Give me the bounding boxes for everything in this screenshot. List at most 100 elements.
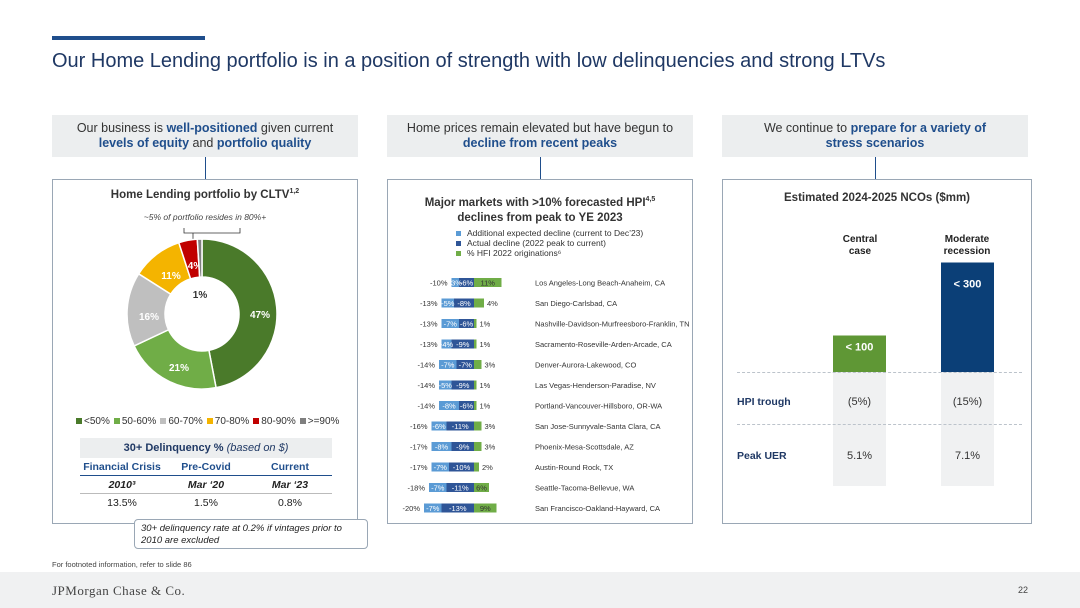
bar-total-label: -13% (420, 320, 438, 329)
header-stress: We continue to prepare for a variety of … (722, 115, 1028, 179)
donut-slice (201, 238, 278, 389)
bar-actual (451, 339, 474, 349)
markets-bar-chart: -10% -3%-6% 11% Los Angeles-Long Beach-Anah… (402, 278, 690, 513)
header-connector (875, 157, 876, 179)
header-text: We continue to (763, 121, 851, 135)
bar-actual (459, 278, 474, 287)
page-title: Our Home Lending portfolio is in a posit… (52, 50, 886, 72)
bar-additional-label: -8% (442, 402, 456, 411)
legend-label: 70-80% (214, 416, 250, 427)
delinquency-date: 2010³ (80, 476, 164, 494)
header-bold: portfolio quality (216, 136, 312, 150)
bar-additional (424, 503, 442, 513)
header-home-prices: Home prices remain elevated but have beg… (387, 115, 693, 179)
ncos-title: Estimated 2024-2025 NCOs ($mm) (784, 192, 970, 204)
legend-swatch (456, 231, 461, 237)
bar-actual-label: -8% (457, 299, 471, 308)
header-portfolio: Our business is well-positioned given cu… (52, 115, 358, 179)
bar-additional (429, 483, 447, 492)
bar-actual (446, 421, 474, 431)
legend-swatch (113, 417, 120, 424)
nco-bar-label: < 100 (846, 342, 874, 354)
markets-title-sup: 4,5 (645, 196, 656, 203)
bar-additional-label: -7% (441, 361, 455, 370)
bar-actual-label: -9% (456, 443, 470, 452)
bar-total-label: -13% (420, 299, 438, 308)
hpi-recession: (15%) (952, 396, 983, 408)
bar-additional-label: -7% (426, 504, 440, 513)
header-text: given current (257, 121, 334, 135)
bar-hfi-label: 2% (482, 463, 493, 472)
delinquency-value: 0.8% (278, 497, 302, 509)
legend-label: >=90% (307, 416, 340, 427)
bar-actual-label: -10% (453, 463, 471, 472)
bar-total-label: -14% (417, 402, 435, 411)
bar-total-label: -18% (407, 484, 425, 493)
delinquency-value: 1.5% (194, 497, 218, 509)
bar-hfi (474, 278, 502, 287)
legend-item: % HFI 2022 originations⁶ (456, 248, 643, 258)
ncos-bar-chart: < 100 < 300 (833, 262, 994, 372)
bar-additional (451, 278, 459, 287)
row-divider (737, 424, 1022, 425)
market-name: Denver-Aurora-Lakewood, CO (535, 361, 636, 370)
bar-additional (441, 319, 459, 328)
panel-markets (387, 179, 693, 524)
bar-actual-label: -11% (452, 484, 469, 493)
legend-swatch (456, 251, 461, 257)
bar-additional-label: -5% (439, 381, 453, 390)
bar-actual-label: -6% (460, 320, 474, 329)
header-bold: decline from recent peaks (462, 136, 618, 150)
bar-actual-label: -6% (460, 402, 474, 411)
bar-actual-label: -9% (456, 381, 470, 390)
delinquency-value: 13.5% (107, 497, 137, 509)
title-accent-line (52, 36, 205, 40)
legend-swatch (253, 417, 260, 424)
header-bold: prepare for a variety of (850, 121, 987, 135)
cltv-donut-chart: 47% 21% 16% 11% 4% 1% (126, 228, 278, 390)
header-text: and (189, 136, 217, 150)
bar-hfi-label: 3% (485, 422, 496, 431)
bar-hfi (474, 319, 477, 328)
bar-total-label: -16% (410, 422, 428, 431)
bar-additional-label: -5% (441, 299, 455, 308)
bar-actual (459, 319, 474, 328)
bar-hfi (474, 483, 489, 492)
bar-hfi (474, 421, 482, 431)
bar-actual (449, 462, 474, 472)
bar-actual-label: -6% (460, 279, 474, 288)
legend-swatch (160, 417, 167, 424)
bar-hfi-label: 1% (480, 340, 491, 349)
market-name: San Diego-Carlsbad, CA (535, 299, 617, 308)
header-bold: well-positioned (166, 121, 258, 135)
donut-label: 11% (161, 271, 181, 282)
cltv-legend: <50% 50-60% 60-70% 70-80% 80-90% >=90% (72, 416, 339, 427)
bar-additional-label: -7% (431, 484, 445, 493)
market-name: Seattle-Tacoma-Bellevue, WA (535, 484, 634, 493)
header-bold: stress scenarios (825, 136, 925, 150)
panel-ncos (722, 179, 1032, 524)
legend-label: 60-70% (168, 416, 203, 427)
central-case-shade (833, 372, 886, 486)
bar-total-label: -10% (430, 279, 448, 288)
bar-hfi-label: 3% (485, 443, 496, 452)
delinquency-date-row: 2010³ Mar ‘20 Mar ‘23 (80, 476, 332, 494)
donut-label: 21% (169, 363, 189, 374)
bar-total-label: -20% (402, 504, 420, 513)
bar-additional-label: -7% (444, 320, 458, 329)
legend-label: <50% (84, 416, 110, 427)
market-name: San Francisco-Oakland-Hayward, CA (535, 504, 660, 513)
market-name: Phoenix-Mesa-Scottsdale, AZ (535, 443, 634, 452)
bar-total-label: -14% (417, 361, 435, 370)
bar-hfi-label: 9% (480, 504, 491, 513)
delinquency-date: Mar ‘20 (164, 476, 248, 494)
bar-hfi (474, 360, 482, 369)
bar-additional (441, 339, 452, 349)
ncos-baseline (737, 372, 1022, 373)
bar-hfi (474, 298, 484, 308)
bar-additional-label: -8% (435, 443, 449, 452)
bar-actual-label: -11% (452, 422, 469, 431)
uer-central: 5.1% (846, 450, 873, 462)
cltv-title: Home Lending portfolio by CLTV1,2 (110, 188, 300, 201)
bar-additional (431, 462, 449, 472)
